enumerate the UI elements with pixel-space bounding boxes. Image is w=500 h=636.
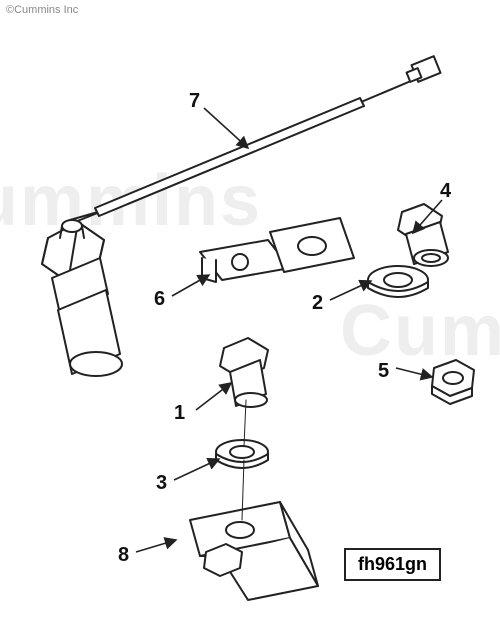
part-number-box: fh961gn	[344, 548, 441, 581]
part-plate	[270, 218, 354, 272]
callout-label-4: 4	[440, 180, 451, 203]
part-hex-nut	[432, 360, 474, 404]
part-washer-small	[216, 440, 268, 468]
part-wire-connector	[70, 56, 440, 222]
callout-label-6: 6	[154, 288, 165, 311]
part-washer-large	[368, 266, 428, 297]
callout-label-8: 8	[118, 544, 129, 567]
part-hex-screw	[398, 204, 448, 266]
callout-label-5: 5	[378, 360, 389, 383]
callout-label-3: 3	[156, 472, 167, 495]
callout-label-1: 1	[174, 402, 185, 425]
diagram-svg	[0, 0, 500, 636]
part-sensor	[42, 220, 122, 376]
callout-label-2: 2	[312, 292, 323, 315]
callout-label-7: 7	[189, 90, 200, 113]
part-hex-bolt	[220, 338, 268, 407]
part-bracket	[190, 502, 318, 600]
